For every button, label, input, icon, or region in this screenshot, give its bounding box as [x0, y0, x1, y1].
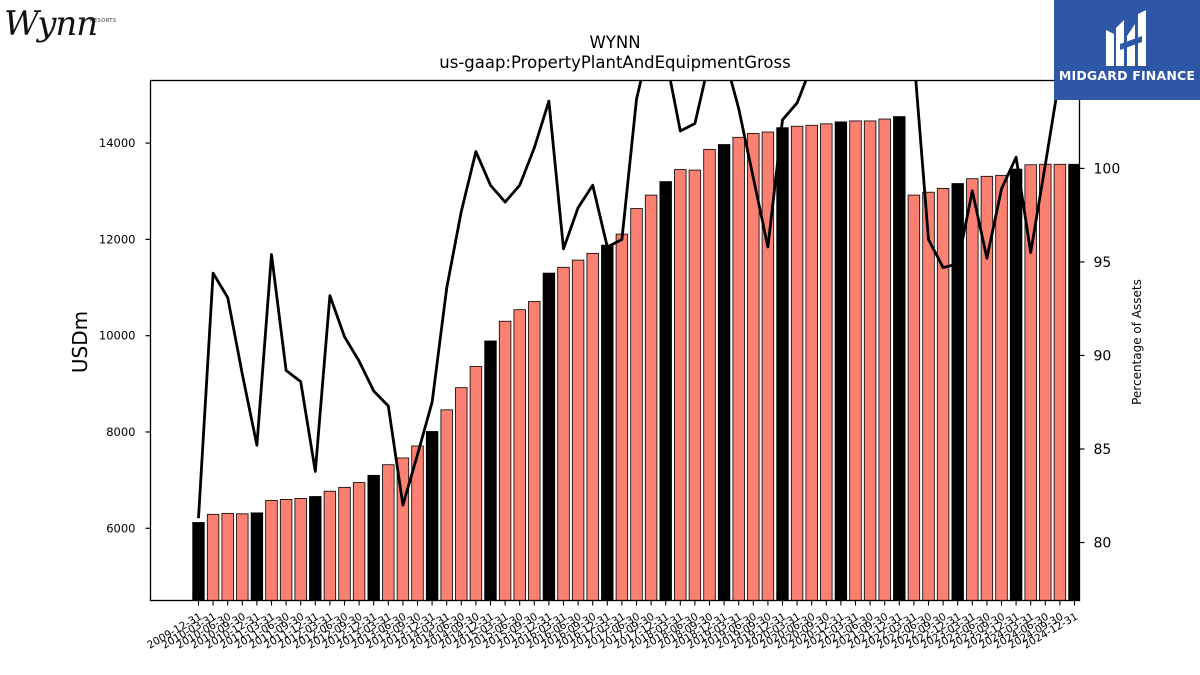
bar-2023-12-31 [1009, 168, 1023, 601]
midgard-logo-text: MIDGARD FINANCE [1058, 68, 1196, 83]
bar-2018-03-31 [674, 169, 687, 601]
bar-2020-06-30 [805, 124, 818, 601]
midgard-finance-logo: MIDGARD FINANCE [1054, 0, 1200, 100]
bars [192, 116, 1080, 601]
bar-2012-03-31 [323, 490, 337, 601]
bar-2014-06-30 [455, 387, 468, 601]
bar-2024-06-30 [1039, 163, 1052, 601]
wynn-logo-script: Wynn [4, 4, 98, 44]
bar-2021-12-31 [893, 116, 906, 601]
y-tick-label: 14000 [99, 136, 136, 150]
wynn-logo-small: RESORTS [90, 18, 117, 24]
bar-2012-06-30 [338, 486, 351, 601]
bar-2019-06-30 [747, 133, 760, 601]
y-tick-label: 8000 [106, 425, 135, 439]
y2-tick-label: 80 [1094, 536, 1112, 552]
bar-2016-06-30 [571, 259, 585, 601]
bar-2013-06-30 [396, 457, 410, 601]
bar-2010-03-31 [206, 513, 220, 601]
bar-2017-06-30 [630, 208, 643, 601]
bar-2020-12-31 [834, 121, 848, 601]
bar-2022-06-30 [922, 191, 935, 601]
bar-2011-06-30 [279, 498, 293, 601]
y2-tick-label: 90 [1094, 348, 1112, 364]
bar-2013-09-30 [411, 445, 424, 601]
y-tick-label: 10000 [99, 329, 136, 343]
bar-2013-12-31 [425, 431, 439, 601]
bar-2010-06-30 [221, 512, 234, 601]
bar-2023-03-31 [966, 178, 979, 601]
bar-2019-12-31 [776, 127, 789, 601]
line-layer [197, 80, 1061, 519]
bar-2023-09-30 [995, 174, 1008, 601]
bar-2015-12-31 [542, 272, 556, 601]
bar-2011-03-31 [265, 499, 278, 601]
bar-2014-09-30 [469, 366, 483, 601]
bar-2011-09-30 [294, 498, 307, 601]
bar-2018-09-30 [703, 148, 716, 601]
bar-2013-03-31 [382, 464, 395, 601]
bar-2014-12-31 [484, 340, 497, 601]
bar-2015-09-30 [528, 301, 541, 601]
bar-2022-09-30 [936, 187, 950, 601]
bar-2024-09-30 [1053, 163, 1067, 601]
bar-2019-09-30 [761, 131, 775, 601]
bar-2024-12-31 [1068, 163, 1080, 601]
y2-tick-label: 100 [1094, 161, 1121, 177]
wynn-logo: Wynn RESORTS [4, 2, 130, 62]
y-tick-label: 6000 [106, 521, 135, 535]
bar-2016-09-30 [586, 252, 599, 601]
bar-2023-06-30 [980, 175, 994, 601]
bar-2017-12-31 [659, 181, 672, 601]
midgard-emblem-icon [1106, 10, 1146, 66]
y2-tick-label: 85 [1094, 442, 1112, 458]
bar-2016-03-31 [557, 266, 570, 601]
bar-2017-03-31 [615, 233, 629, 601]
bar-2020-09-30 [820, 123, 833, 601]
bar-2014-03-31 [440, 409, 453, 601]
bar-2012-12-31 [367, 474, 380, 601]
plot-frame [149, 79, 1081, 602]
bar-2010-12-31 [250, 512, 264, 601]
bar-2015-03-31 [498, 320, 512, 601]
bar-2018-12-31 [717, 144, 731, 601]
bar-2016-12-31 [601, 244, 614, 601]
percentage-of-assets-line [197, 80, 1061, 519]
y-axis-right: 80 85 90 95 100 [1079, 161, 1121, 552]
y2-axis-label: Percentage of Assets [1130, 279, 1144, 405]
bar-2010-09-30 [236, 513, 249, 601]
chart-title: WYNN [589, 33, 640, 52]
x-axis: 2009-12-312010-03-312010-06-302010-09-30… [145, 600, 1080, 652]
bar-2022-03-31 [907, 194, 921, 601]
bar-2017-09-30 [644, 194, 658, 601]
bar-2020-03-31 [790, 125, 804, 601]
chart-subtitle: us-gaap:PropertyPlantAndEquipmentGross [439, 53, 790, 72]
y-tick-label: 12000 [99, 232, 136, 246]
y2-tick-label: 95 [1094, 255, 1112, 271]
bar-2011-12-31 [309, 496, 322, 601]
bar-2009-12-31 [192, 522, 205, 601]
bar-2012-09-30 [352, 482, 366, 601]
bar-2015-06-30 [513, 309, 526, 601]
bar-2021-06-30 [863, 120, 877, 601]
bar-2018-06-30 [688, 169, 702, 601]
y-axis-left: 6000 8000 10000 12000 14000 [99, 136, 151, 535]
y-axis-label: USDm [68, 311, 92, 373]
bar-2021-09-30 [878, 118, 891, 601]
bar-2021-03-31 [849, 120, 862, 601]
bar-2019-03-31 [732, 136, 745, 601]
